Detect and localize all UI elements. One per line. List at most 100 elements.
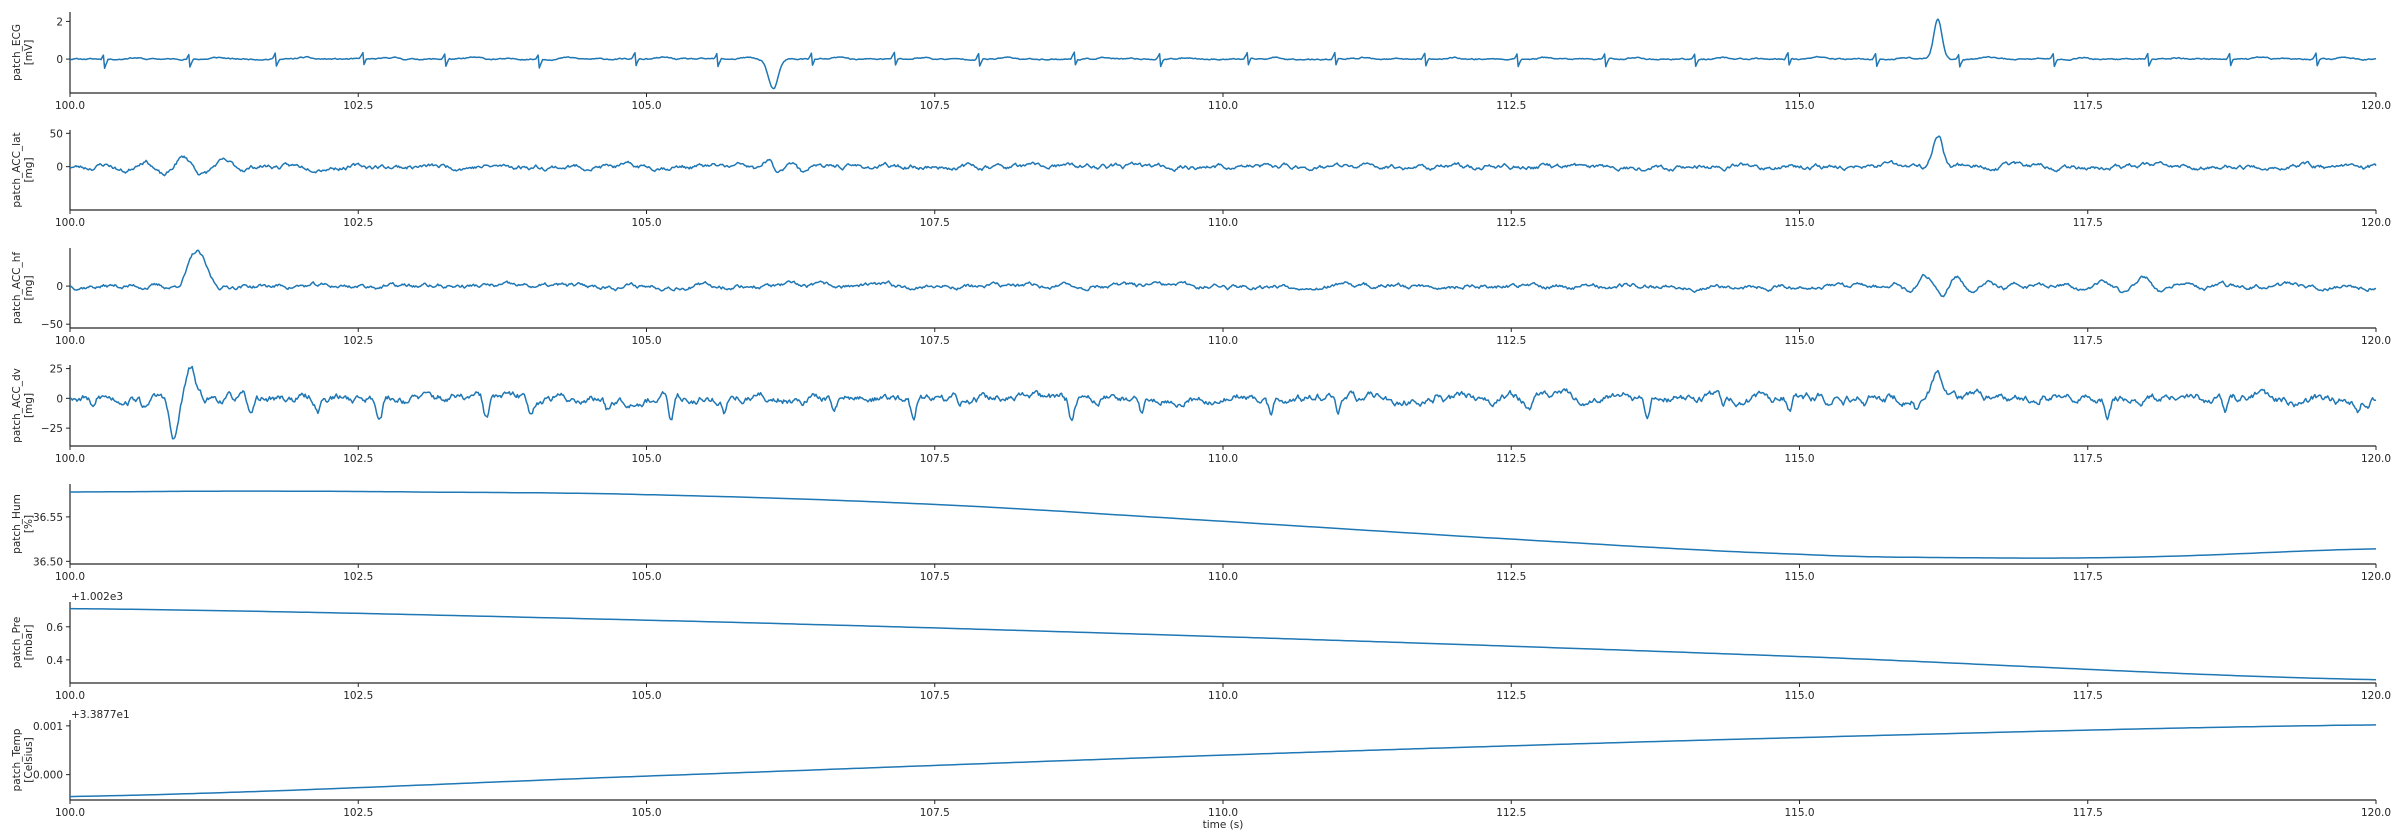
offset-text: +3.3877e1 bbox=[71, 709, 130, 721]
x-tick-label: 107.5 bbox=[920, 571, 950, 583]
series-line-acc_lat bbox=[69, 135, 2377, 177]
x-tick-label: 110.0 bbox=[1208, 217, 1238, 229]
y-axis-label: patch_Hum[%] bbox=[11, 494, 35, 554]
offset-text: +1.002e3 bbox=[71, 591, 123, 603]
y-tick-label: 36.55 bbox=[33, 512, 63, 524]
x-tick-label: 115.0 bbox=[1784, 335, 1814, 347]
y-tick-label: 0.001 bbox=[33, 721, 63, 733]
x-tick-label: 112.5 bbox=[1496, 100, 1526, 112]
y-tick-label: 0 bbox=[56, 281, 63, 293]
y-tick-label: 50 bbox=[50, 128, 63, 140]
x-tick-label: 102.5 bbox=[343, 453, 373, 465]
x-tick-label: 115.0 bbox=[1784, 807, 1814, 819]
x-tick-label: 110.0 bbox=[1208, 335, 1238, 347]
x-tick-label: 105.0 bbox=[631, 335, 661, 347]
x-tick-label: 100.0 bbox=[55, 807, 85, 819]
x-tick-label: 120.0 bbox=[2361, 807, 2391, 819]
x-tick-label: 105.0 bbox=[631, 100, 661, 112]
x-tick-label: 105.0 bbox=[631, 690, 661, 702]
x-tick-label: 115.0 bbox=[1784, 100, 1814, 112]
x-tick-label: 102.5 bbox=[343, 335, 373, 347]
series-line-acc_dv bbox=[69, 365, 2377, 440]
y-tick-label: 0 bbox=[56, 54, 63, 66]
x-tick-label: 112.5 bbox=[1496, 690, 1526, 702]
y-tick-label: 36.50 bbox=[33, 556, 63, 568]
panel-acc_dv: 25 0 −25 100.0 102.5 105.0 107.5 110.0 112.5 115.… bbox=[11, 364, 2391, 465]
x-tick-label: 110.0 bbox=[1208, 807, 1238, 819]
x-tick-label: 102.5 bbox=[343, 571, 373, 583]
x-tick-label: 120.0 bbox=[2361, 571, 2391, 583]
x-tick-label: 100.0 bbox=[55, 453, 85, 465]
x-tick-label: 110.0 bbox=[1208, 453, 1238, 465]
x-tick-label: 105.0 bbox=[631, 571, 661, 583]
x-tick-label: 105.0 bbox=[631, 807, 661, 819]
y-axis-label: patch_Temp[Celsius] bbox=[11, 728, 35, 791]
x-tick-label: 100.0 bbox=[55, 335, 85, 347]
x-tick-label: 112.5 bbox=[1496, 217, 1526, 229]
x-tick-label: 120.0 bbox=[2361, 100, 2391, 112]
y-axis-label: patch_ACC_dv[mg] bbox=[11, 368, 35, 443]
y-tick-label: 0.6 bbox=[46, 622, 63, 634]
x-tick-label: 102.5 bbox=[343, 807, 373, 819]
x-tick-label: 115.0 bbox=[1784, 690, 1814, 702]
y-tick-label: 0.4 bbox=[46, 655, 63, 667]
y-tick-label: 0 bbox=[56, 393, 63, 405]
x-tick-label: 107.5 bbox=[920, 453, 950, 465]
x-tick-label: 117.5 bbox=[2073, 807, 2103, 819]
y-axis-label: patch_ECG[mV] bbox=[11, 24, 35, 81]
panel-hum: 36.55 36.50 100.0 102.5 105.0 107.5 110.0 112.5… bbox=[11, 484, 2391, 583]
x-tick-label: 110.0 bbox=[1208, 571, 1238, 583]
series-line-acc_hf bbox=[69, 249, 2376, 298]
series-line-temp bbox=[69, 724, 2377, 798]
x-tick-label: 102.5 bbox=[343, 100, 373, 112]
panel-ecg: 2 0 100.0 102.5 105.0 107.5 110.0 112.5 115.0 117… bbox=[11, 12, 2391, 112]
x-tick-label: 112.5 bbox=[1496, 335, 1526, 347]
panel-acc_hf: 0 −50 100.0 102.5 105.0 107.5 110.0 112.5 115.0 1… bbox=[11, 248, 2391, 347]
x-tick-label: 117.5 bbox=[2073, 217, 2103, 229]
x-tick-label: 107.5 bbox=[920, 100, 950, 112]
x-tick-label: 117.5 bbox=[2073, 690, 2103, 702]
x-tick-label: 112.5 bbox=[1496, 571, 1526, 583]
x-tick-label: 117.5 bbox=[2073, 100, 2103, 112]
x-tick-label: 100.0 bbox=[55, 217, 85, 229]
y-tick-label: 2 bbox=[56, 16, 63, 28]
y-tick-label: 0.000 bbox=[33, 770, 63, 782]
x-tick-label: 107.5 bbox=[920, 335, 950, 347]
x-tick-label: 115.0 bbox=[1784, 571, 1814, 583]
x-tick-label: 112.5 bbox=[1496, 807, 1526, 819]
y-tick-label: −25 bbox=[41, 423, 63, 435]
x-tick-label: 100.0 bbox=[55, 571, 85, 583]
x-tick-label: 120.0 bbox=[2361, 335, 2391, 347]
x-tick-label: 115.0 bbox=[1784, 217, 1814, 229]
x-tick-label: 112.5 bbox=[1496, 453, 1526, 465]
x-tick-label: 105.0 bbox=[631, 217, 661, 229]
x-tick-label: 117.5 bbox=[2073, 335, 2103, 347]
x-tick-label: 117.5 bbox=[2073, 571, 2103, 583]
series-line-pre bbox=[69, 607, 2377, 681]
x-tick-label: 110.0 bbox=[1208, 100, 1238, 112]
panel-pre: 0.6 0.4 100.0 102.5 105.0 107.5 110.0 112.5 115.… bbox=[11, 591, 2391, 702]
y-axis-label: patch_ACC_lat[mg] bbox=[11, 132, 35, 207]
x-tick-label: 102.5 bbox=[343, 690, 373, 702]
x-tick-label: 105.0 bbox=[631, 453, 661, 465]
x-tick-label: 120.0 bbox=[2361, 690, 2391, 702]
panel-temp: 0.001 0.000 100.0 102.5 105.0 107.5 110.0 112.5… bbox=[11, 709, 2391, 819]
series-line-hum bbox=[70, 490, 2377, 559]
y-tick-label: −50 bbox=[41, 319, 63, 331]
series-line-ecg bbox=[69, 18, 2377, 90]
y-tick-label: 25 bbox=[50, 364, 63, 376]
x-tick-label: 107.5 bbox=[920, 217, 950, 229]
y-axis-label: patch_Pre[mbar] bbox=[11, 617, 35, 669]
x-tick-label: 115.0 bbox=[1784, 453, 1814, 465]
x-tick-label: 100.0 bbox=[55, 100, 85, 112]
y-tick-label: 0 bbox=[56, 162, 63, 174]
panel-acc_lat: 50 0 100.0 102.5 105.0 107.5 110.0 112.5 115.0 11… bbox=[11, 128, 2391, 229]
x-tick-label: 107.5 bbox=[920, 807, 950, 819]
x-tick-label: 120.0 bbox=[2361, 453, 2391, 465]
x-tick-label: 100.0 bbox=[55, 690, 85, 702]
x-tick-label: 110.0 bbox=[1208, 690, 1238, 702]
y-axis-label: patch_ACC_hf[mg] bbox=[11, 252, 35, 324]
x-tick-label: 117.5 bbox=[2073, 453, 2103, 465]
x-tick-label: 107.5 bbox=[920, 690, 950, 702]
